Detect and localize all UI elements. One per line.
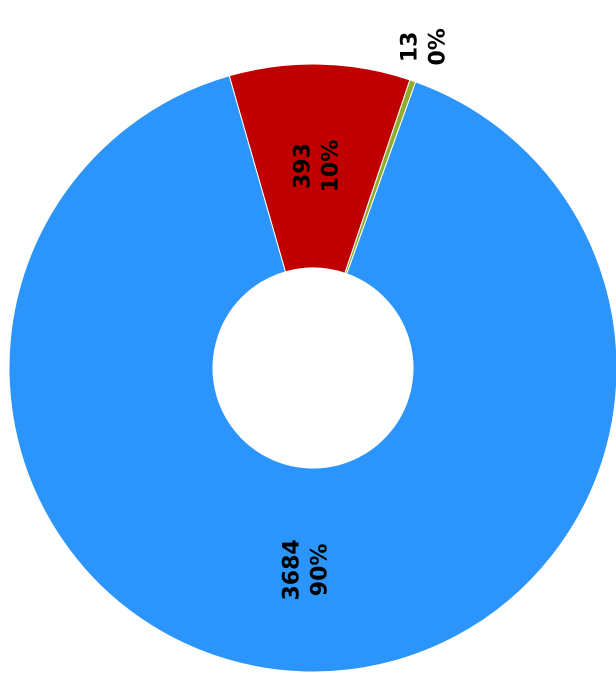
donut-slice xyxy=(228,63,411,274)
donut-slice xyxy=(8,75,616,673)
value-label: 13 xyxy=(398,32,423,63)
percent-label: 90% xyxy=(307,544,332,597)
percent-label: 10% xyxy=(319,140,344,193)
percent-label: 0% xyxy=(426,28,451,65)
value-label: 393 xyxy=(291,143,316,189)
value-label: 3684 xyxy=(279,539,304,600)
